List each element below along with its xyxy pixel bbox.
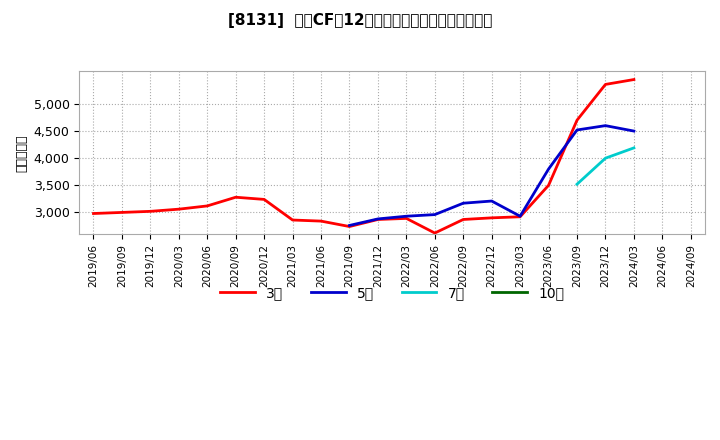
Text: [8131]  営業CFの12か月移動合計の標準偏差の推移: [8131] 営業CFの12か月移動合計の標準偏差の推移 [228, 13, 492, 28]
Legend: 3年, 5年, 7年, 10年: 3年, 5年, 7年, 10年 [215, 280, 570, 305]
Y-axis label: （百万円）: （百万円） [15, 134, 28, 172]
